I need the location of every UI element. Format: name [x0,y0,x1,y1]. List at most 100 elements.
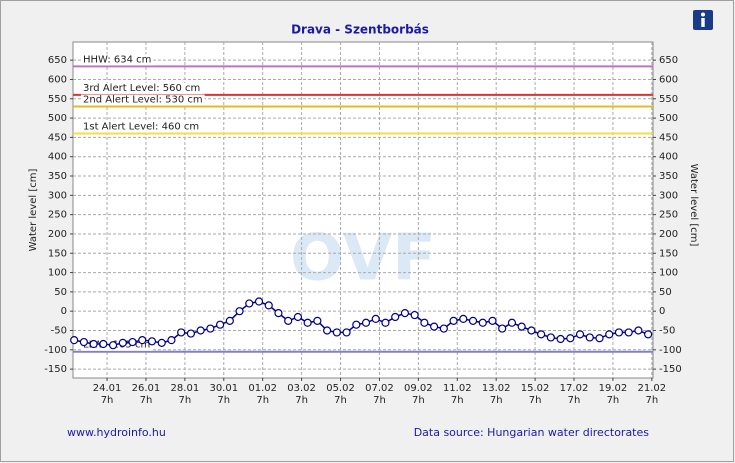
x-tick-sublabel: 7h [373,395,386,406]
x-tick-sublabel: 7h [140,395,153,406]
data-point [585,333,594,342]
data-point [361,318,371,327]
y-tick-label: 50 [54,287,67,298]
data-point [332,328,341,337]
data-point [254,297,264,306]
y2-tick-label: 0 [659,306,665,317]
x-tick-sublabel: 7h [490,395,503,406]
data-point [478,318,487,327]
data-point [138,336,147,345]
y-tick-label: 400 [48,152,67,163]
data-point [186,329,196,338]
x-tick-label: 24.01 [93,383,122,394]
y-tick-label: 350 [48,171,67,182]
data-point [634,326,643,335]
data-point [468,316,478,325]
x-tick-label: 09.02 [404,383,433,394]
y2-tick-label: 200 [659,229,678,240]
reference-label-bg [81,82,203,94]
data-point [128,337,137,347]
watermark: OVF [290,222,436,296]
y2-tick-label: 150 [659,248,678,259]
y2-tick-label: 500 [659,113,678,124]
data-point [118,338,127,347]
y2-tick-label: -100 [659,345,682,356]
data-point [89,339,98,349]
reference-label: 2nd Alert Level: 530 cm [83,94,203,105]
data-point [605,330,614,339]
data-point [420,318,429,327]
y2-tick-label: 550 [659,94,678,105]
data-point [566,334,575,343]
data-point [624,328,633,337]
x-tick-sublabel: 7h [451,395,464,406]
data-point [70,336,79,345]
x-tick-label: 11.02 [443,383,472,394]
data-point [177,328,186,337]
y-tick-label: -150 [44,364,67,375]
data-point [293,312,303,322]
x-tick-sublabel: 7h [645,395,658,406]
data-point [206,324,215,333]
x-tick-label: 21.02 [638,383,667,394]
data-point [196,326,205,335]
data-point [381,318,390,327]
y2-tick-label: 400 [659,152,678,163]
y-tick-label: 150 [48,248,67,259]
data-point [537,330,546,339]
y-tick-label: 450 [48,132,67,143]
y2-tick-label: -50 [659,325,675,336]
y-tick-label: -100 [44,345,67,356]
y-tick-label: 200 [48,229,67,240]
data-point [147,337,157,346]
y-tick-label: 0 [61,306,67,317]
data-point [614,328,624,337]
y-tick-label: 600 [48,74,67,85]
data-point [556,334,565,344]
y-tick-label: 550 [48,94,67,105]
data-point [527,326,536,335]
y2-tick-label: 600 [659,74,678,85]
x-tick-label: 07.02 [365,383,394,394]
data-point [235,307,244,316]
data-point [225,316,234,325]
data-point [303,318,312,327]
x-tick-label: 28.01 [171,383,200,394]
data-point [108,341,118,350]
y2-tick-label: 350 [659,171,678,182]
y-axis-label: Water level [cm] [28,169,39,252]
data-point [167,336,176,345]
x-tick-label: 03.02 [287,383,316,394]
data-point [498,324,507,333]
y2-tick-label: 250 [659,210,678,221]
y2-tick-label: 650 [659,55,678,66]
x-tick-sublabel: 7h [179,395,192,406]
y-tick-label: 250 [48,210,67,221]
info-icon[interactable] [693,10,713,30]
data-point [517,322,526,331]
x-tick-label: 26.01 [132,383,161,394]
reference-label: HHW: 634 cm [83,54,151,65]
y-tick-label: 650 [48,55,67,66]
data-point [575,330,585,339]
data-point [352,320,361,329]
data-point [459,314,468,324]
data-point [99,339,108,349]
data-point [157,338,166,347]
y-tick-label: 500 [48,113,67,124]
reference-label-bg [81,94,205,106]
x-tick-label: 01.02 [248,383,277,394]
data-point [546,333,555,342]
y-tick-label: -50 [51,325,67,336]
chart-title: Drava - Szentborbás [291,23,429,37]
y2-axis-label: Water level [cm] [688,164,699,247]
data-point [313,316,322,325]
footer-left[interactable]: www.hydroinfo.hu [67,426,166,439]
data-point [488,316,497,325]
y2-tick-label: 450 [659,132,678,143]
data-point [342,328,351,337]
x-tick-sublabel: 7h [295,395,308,406]
x-tick-label: 30.01 [209,383,238,394]
y2-tick-label: 50 [659,287,672,298]
